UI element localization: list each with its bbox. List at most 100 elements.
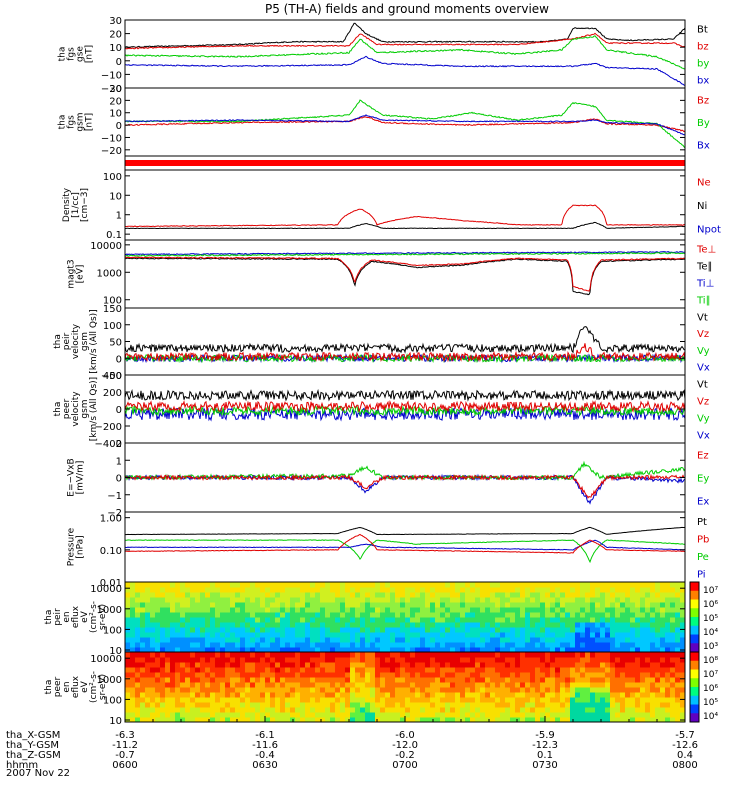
spectrogram-cell xyxy=(430,692,436,698)
spectrogram-cell xyxy=(125,602,131,608)
spectrogram-cell xyxy=(545,587,551,593)
spectrogram-cell xyxy=(540,637,546,643)
spectrogram-cell xyxy=(285,627,291,633)
spectrogram-cell xyxy=(450,627,456,633)
spectrogram-cell xyxy=(190,657,196,663)
spectrogram-cell xyxy=(530,612,536,618)
spectrogram-cell xyxy=(345,662,351,668)
spectrogram-cell xyxy=(595,587,601,593)
spectrogram-cell xyxy=(355,687,361,693)
spectrogram-cell xyxy=(285,597,291,603)
spectrogram-cell xyxy=(330,637,336,643)
spectrogram-cell xyxy=(260,592,266,598)
spectrogram-cell xyxy=(300,717,306,723)
spectrogram-cell xyxy=(590,692,596,698)
spectrogram-cell xyxy=(595,697,601,703)
spectrogram-cell xyxy=(520,692,526,698)
spectrogram-cell xyxy=(350,692,356,698)
spectrogram-cell xyxy=(370,672,376,678)
spectrogram-cell xyxy=(435,607,441,613)
spectrogram-cell xyxy=(225,607,231,613)
spectrogram-cell xyxy=(540,697,546,703)
spectrogram-cell xyxy=(190,602,196,608)
spectrogram-cell xyxy=(280,622,286,628)
spectrogram-cell xyxy=(315,677,321,683)
spectrogram-cell xyxy=(470,682,476,688)
spectrogram-cell xyxy=(215,662,221,668)
spectrogram-cell xyxy=(615,697,621,703)
spectrogram-cell xyxy=(290,662,296,668)
spectrogram-cell xyxy=(490,657,496,663)
spectrogram-cell xyxy=(270,592,276,598)
spectrogram-cell xyxy=(320,617,326,623)
spectrogram-cell xyxy=(550,682,556,688)
spectrogram-cell xyxy=(640,612,646,618)
spectrogram-cell xyxy=(225,622,231,628)
spectrogram-cell xyxy=(585,687,591,693)
spectrogram-cell xyxy=(315,617,321,623)
spectrogram-cell xyxy=(355,592,361,598)
spectrogram-cell xyxy=(355,677,361,683)
spectrogram-cell xyxy=(335,637,341,643)
spectrogram-cell xyxy=(650,682,656,688)
spectrogram-cell xyxy=(170,612,176,618)
spectrogram-cell xyxy=(260,672,266,678)
spectrogram-cell xyxy=(325,667,331,673)
spectrogram-cell xyxy=(610,712,616,718)
spectrogram-cell xyxy=(515,647,521,653)
spectrogram-cell xyxy=(155,592,161,598)
spectrogram-cell xyxy=(350,627,356,633)
spectrogram-cell xyxy=(260,587,266,593)
spectrogram-cell xyxy=(415,597,421,603)
spectrogram-cell xyxy=(275,652,281,658)
spectrogram-cell xyxy=(495,582,501,588)
spectrogram-cell xyxy=(225,602,231,608)
spectrogram-cell xyxy=(585,607,591,613)
spectrogram-cell xyxy=(640,582,646,588)
spectrogram-cell xyxy=(320,612,326,618)
spectrogram-cell xyxy=(455,632,461,638)
spectrogram-cell xyxy=(515,587,521,593)
spectrogram-cell xyxy=(300,647,306,653)
spectrogram-cell xyxy=(590,592,596,598)
spectrogram-cell xyxy=(570,617,576,623)
spectrogram-cell xyxy=(260,712,266,718)
spectrogram-cell xyxy=(150,712,156,718)
spectrogram-cell xyxy=(650,667,656,673)
spectrogram-cell xyxy=(440,612,446,618)
spectrogram-cell xyxy=(370,612,376,618)
spectrogram-cell xyxy=(370,632,376,638)
spectrogram-cell xyxy=(290,592,296,598)
ephemeris-row-label: tha_X-GSM xyxy=(6,730,60,741)
spectrogram-cell xyxy=(450,612,456,618)
spectrogram-cell xyxy=(525,592,531,598)
spectrogram-cell xyxy=(275,612,281,618)
y-axis-label: tha xyxy=(44,610,54,625)
spectrogram-cell xyxy=(395,612,401,618)
spectrogram-cell xyxy=(275,642,281,648)
spectrogram-cell xyxy=(340,697,346,703)
spectrogram-cell xyxy=(450,682,456,688)
spectrogram-cell xyxy=(565,637,571,643)
legend-Pi: Pi xyxy=(697,569,706,580)
spectrogram-cell xyxy=(385,617,391,623)
y-tick-label: −20 xyxy=(101,84,122,95)
spectrogram-cell xyxy=(135,617,141,623)
spectrogram-cell xyxy=(490,592,496,598)
y-tick-label: 1 xyxy=(116,456,122,467)
spectrogram-cell xyxy=(420,707,426,713)
y-axis-label: eV xyxy=(80,680,90,693)
spectrogram-cell xyxy=(440,687,446,693)
spectrogram-cell xyxy=(410,692,416,698)
panel-frame xyxy=(124,169,686,241)
spectrogram-cell xyxy=(185,692,191,698)
spectrogram-cell xyxy=(530,602,536,608)
spectrogram-cell xyxy=(340,627,346,633)
spectrogram-cell xyxy=(485,627,491,633)
spectrogram-cell xyxy=(565,682,571,688)
spectrogram-cell xyxy=(475,632,481,638)
spectrogram-cell xyxy=(350,637,356,643)
spectrogram-cell xyxy=(550,662,556,668)
spectrogram-cell xyxy=(355,672,361,678)
spectrogram-cell xyxy=(200,717,206,723)
